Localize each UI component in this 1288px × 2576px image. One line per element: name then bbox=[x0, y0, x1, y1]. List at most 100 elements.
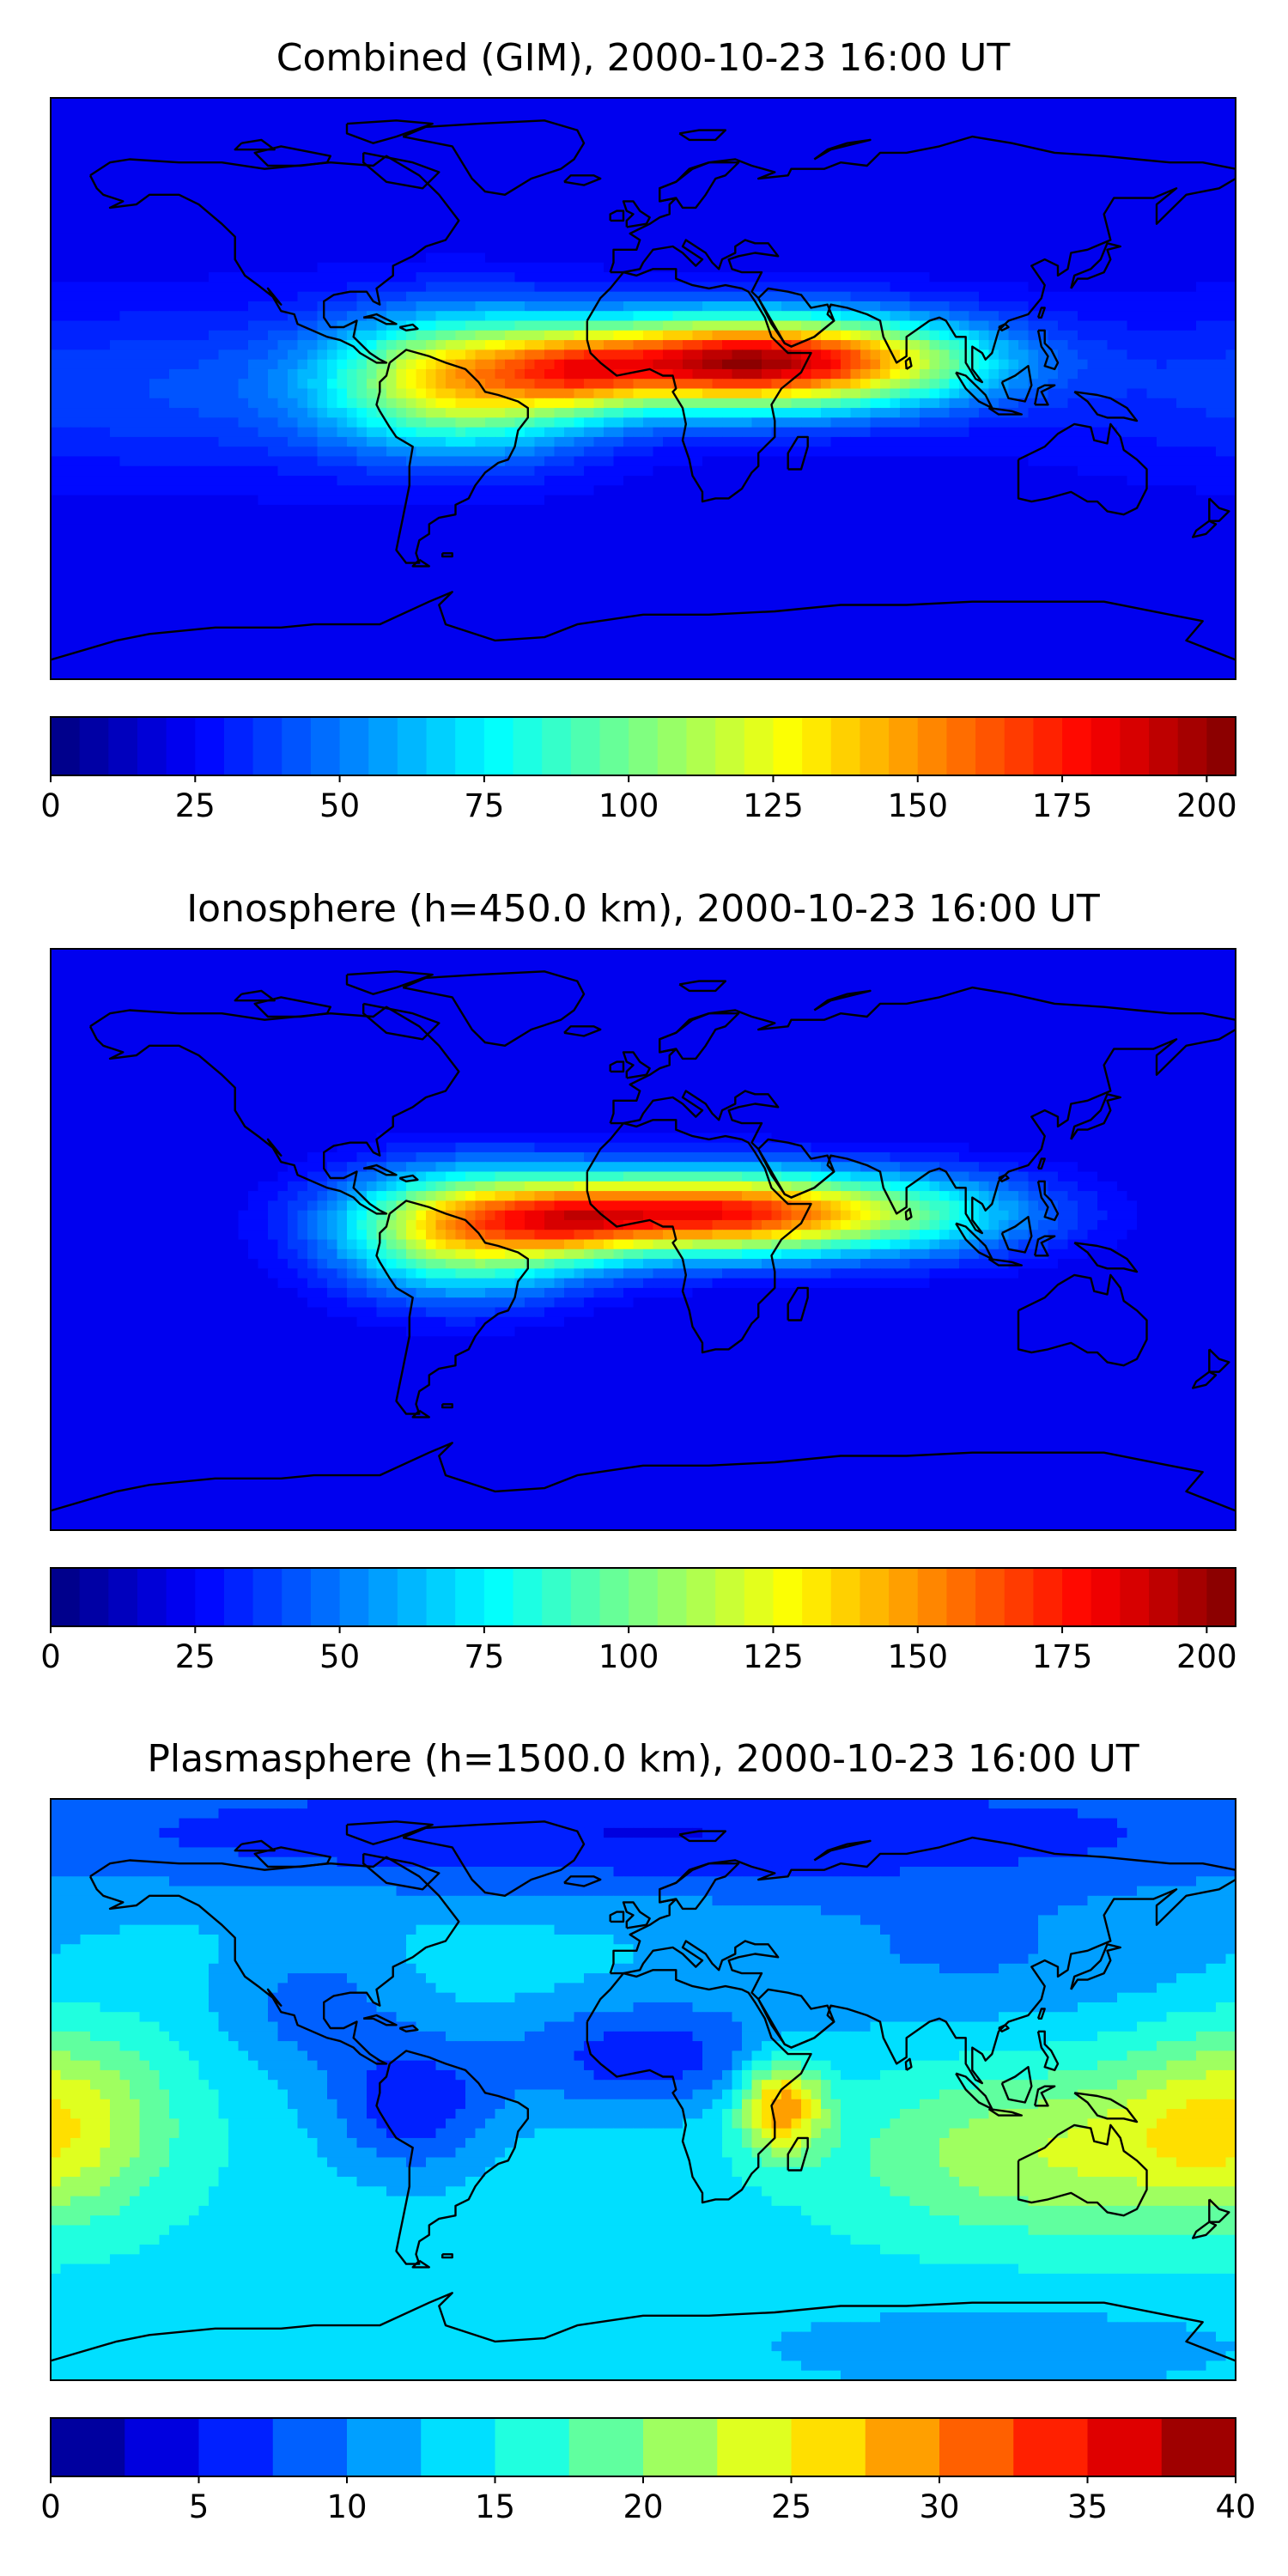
heatmap-cell bbox=[485, 495, 496, 506]
heatmap-cell bbox=[130, 233, 141, 244]
heatmap-cell bbox=[841, 204, 852, 215]
heatmap-cell bbox=[643, 340, 654, 350]
heatmap-cell bbox=[435, 175, 447, 186]
heatmap-cell bbox=[376, 436, 387, 447]
heatmap-cell bbox=[574, 175, 585, 186]
heatmap-cell bbox=[672, 311, 683, 322]
heatmap-cell bbox=[455, 456, 466, 467]
heatmap-cell bbox=[139, 165, 150, 176]
heatmap-cell bbox=[821, 165, 832, 176]
heatmap-cell bbox=[485, 233, 496, 244]
heatmap-cell bbox=[110, 427, 121, 438]
heatmap-cell bbox=[1146, 301, 1157, 312]
heatmap-cell bbox=[771, 165, 782, 176]
heatmap-cell bbox=[1028, 272, 1039, 283]
heatmap-cell bbox=[446, 447, 457, 458]
heatmap-cell bbox=[1216, 233, 1227, 244]
heatmap-cell bbox=[347, 465, 358, 477]
heatmap-cell bbox=[475, 243, 486, 254]
heatmap-cell bbox=[593, 165, 605, 176]
heatmap-cell bbox=[426, 155, 437, 167]
heatmap-cell bbox=[277, 146, 289, 157]
heatmap-cell bbox=[534, 495, 545, 506]
heatmap-cell bbox=[159, 243, 170, 254]
heatmap-cell bbox=[969, 388, 980, 399]
heatmap-cell bbox=[268, 301, 279, 312]
heatmap-cell bbox=[169, 447, 180, 458]
heatmap-cell bbox=[1117, 291, 1128, 302]
heatmap-cell bbox=[51, 456, 62, 467]
heatmap-cell bbox=[426, 262, 437, 273]
heatmap-cell bbox=[692, 175, 703, 186]
heatmap-cell bbox=[850, 456, 861, 467]
heatmap-cell bbox=[979, 107, 990, 118]
heatmap-cell bbox=[317, 495, 328, 506]
heatmap-cell bbox=[988, 107, 999, 118]
heatmap-cell bbox=[988, 155, 999, 167]
heatmap-cell bbox=[1067, 107, 1078, 118]
heatmap-cell bbox=[228, 233, 240, 244]
heatmap-cell bbox=[1048, 137, 1059, 148]
heatmap-cell bbox=[860, 330, 872, 341]
heatmap-cell bbox=[297, 252, 308, 264]
heatmap-cell bbox=[534, 194, 545, 205]
heatmap-cell bbox=[485, 408, 496, 418]
heatmap-cell bbox=[900, 175, 911, 186]
heatmap-cell bbox=[712, 311, 723, 322]
heatmap-cell bbox=[1176, 456, 1188, 467]
heatmap-cell bbox=[1038, 408, 1049, 418]
heatmap-cell bbox=[406, 137, 417, 148]
heatmap-cell bbox=[258, 311, 269, 322]
heatmap-cell bbox=[435, 223, 447, 234]
heatmap-cell bbox=[979, 223, 990, 234]
heatmap-cell bbox=[209, 388, 220, 399]
heatmap-cell bbox=[1008, 417, 1019, 428]
heatmap-cell bbox=[633, 359, 644, 370]
heatmap-cell bbox=[988, 204, 999, 215]
heatmap-cell bbox=[702, 359, 714, 370]
heatmap-cell bbox=[1186, 359, 1197, 370]
heatmap-cell bbox=[169, 340, 180, 350]
heatmap-cell bbox=[386, 214, 398, 225]
heatmap-cell bbox=[1028, 427, 1039, 438]
heatmap-cell bbox=[1107, 447, 1118, 458]
heatmap-cell bbox=[574, 398, 585, 409]
heatmap-cell bbox=[130, 243, 141, 254]
heatmap-cell bbox=[979, 291, 990, 302]
heatmap-cell bbox=[939, 107, 951, 118]
heatmap-cell bbox=[791, 137, 802, 148]
heatmap-cell bbox=[149, 398, 161, 409]
heatmap-cell bbox=[426, 436, 437, 447]
heatmap-cell bbox=[169, 185, 180, 196]
heatmap-cell bbox=[455, 495, 466, 506]
heatmap-cell bbox=[988, 252, 999, 264]
heatmap-cell bbox=[633, 107, 644, 118]
heatmap-cell bbox=[791, 223, 802, 234]
heatmap-cell bbox=[485, 485, 496, 496]
heatmap-cell bbox=[663, 126, 674, 137]
heatmap-cell bbox=[534, 272, 545, 283]
heatmap-cell bbox=[1107, 485, 1118, 496]
heatmap-cell bbox=[554, 282, 565, 293]
heatmap-cell bbox=[198, 447, 210, 458]
heatmap-cell bbox=[830, 233, 841, 244]
heatmap-cell bbox=[139, 282, 150, 293]
heatmap-cell bbox=[554, 137, 565, 148]
heatmap-cell bbox=[367, 243, 378, 254]
heatmap-cell bbox=[939, 282, 951, 293]
heatmap-cell bbox=[1038, 447, 1049, 458]
heatmap-cell bbox=[495, 495, 506, 506]
heatmap-cell bbox=[663, 146, 674, 157]
heatmap-cell bbox=[347, 301, 358, 312]
heatmap-cell bbox=[841, 388, 852, 399]
heatmap-cell bbox=[258, 436, 269, 447]
heatmap-cell bbox=[544, 398, 556, 409]
heatmap-cell bbox=[909, 436, 920, 447]
heatmap-cell bbox=[920, 485, 931, 496]
heatmap-cell bbox=[80, 408, 91, 418]
heatmap-cell bbox=[525, 107, 536, 118]
heatmap-cell bbox=[880, 398, 891, 409]
heatmap-cell bbox=[337, 485, 348, 496]
heatmap-cell bbox=[288, 233, 299, 244]
heatmap-cell bbox=[297, 388, 308, 399]
